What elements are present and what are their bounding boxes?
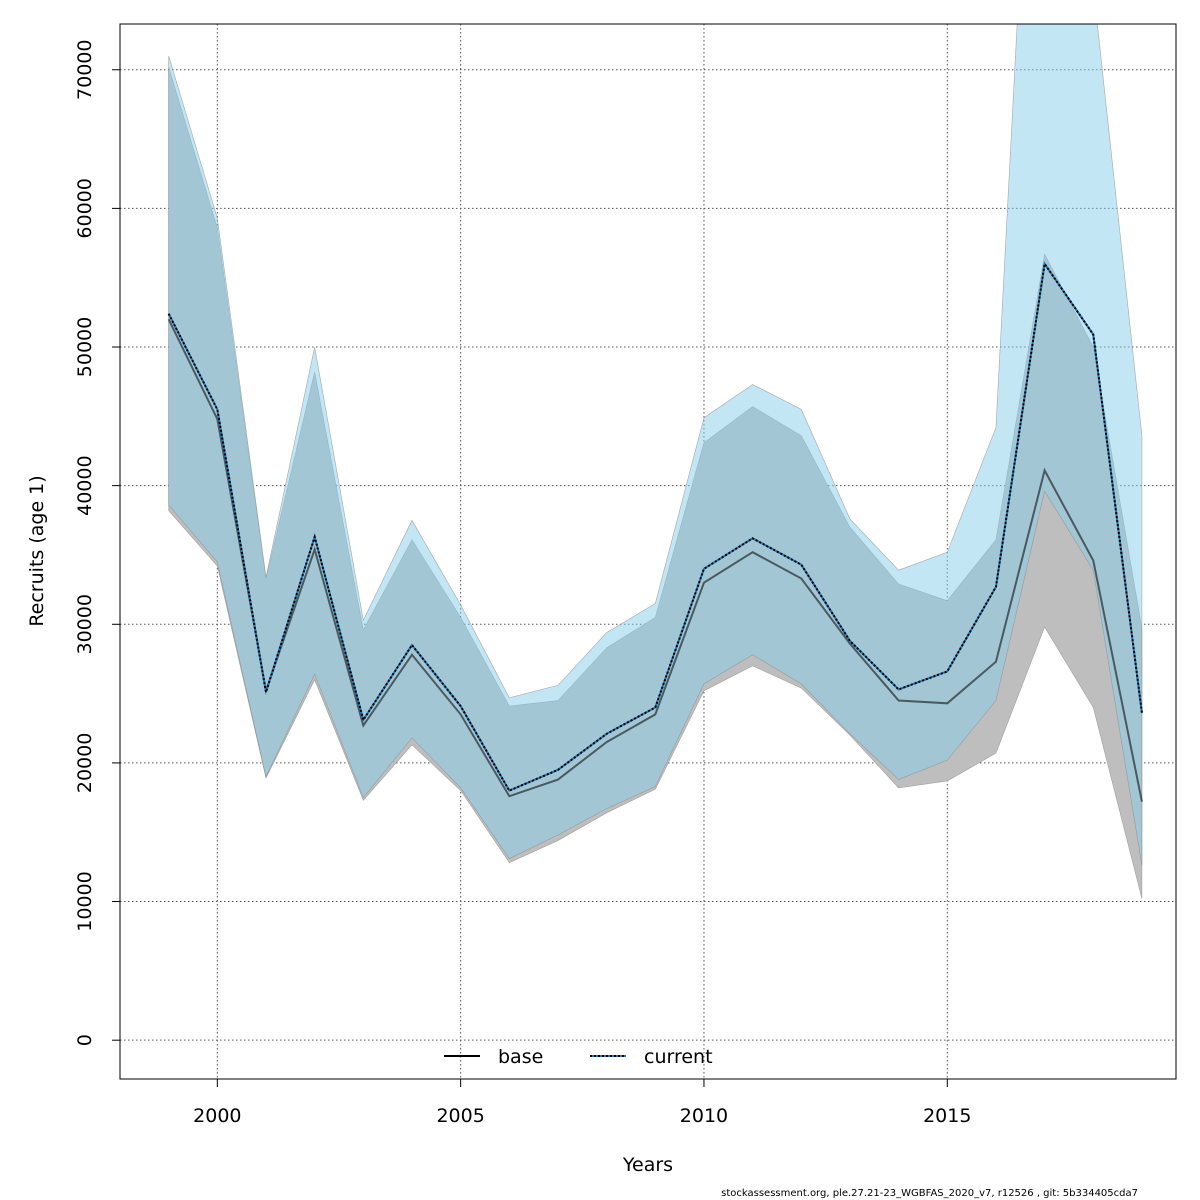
data-bands	[168, 24, 1143, 899]
y-axis: 0 10000 20000 30000 40000 50000 60000 70000	[74, 40, 120, 1046]
x-tick-label: 2005	[436, 1105, 484, 1127]
y-tick-label: 60000	[74, 178, 96, 238]
y-tick-label: 70000	[74, 40, 96, 100]
y-tick-label: 10000	[74, 871, 96, 931]
y-axis-label: Recruits (age 1)	[26, 475, 48, 626]
x-axis-label: Years	[622, 1154, 673, 1176]
footer-note: stockassessment.org, ple.27.21-23_WGBFAS…	[721, 1188, 1138, 1199]
y-tick-label: 30000	[74, 594, 96, 654]
y-tick-label: 20000	[74, 733, 96, 793]
y-tick-label: 0	[74, 1034, 96, 1046]
data-lines	[167, 261, 1143, 802]
legend: base current	[444, 1046, 713, 1068]
line-current	[167, 261, 1143, 792]
plot-frame	[119, 23, 1177, 1080]
legend-label-base: base	[498, 1046, 543, 1068]
y-tick-label: 50000	[74, 317, 96, 377]
legend-label-current: current	[644, 1046, 713, 1068]
x-tick-label: 2010	[680, 1105, 728, 1127]
line-base	[167, 318, 1143, 802]
x-tick-label: 2015	[923, 1105, 971, 1127]
x-axis: 2000 2005 2010 2015	[193, 1079, 971, 1127]
y-tick-label: 40000	[74, 455, 96, 515]
x-tick-label: 2000	[193, 1105, 241, 1127]
